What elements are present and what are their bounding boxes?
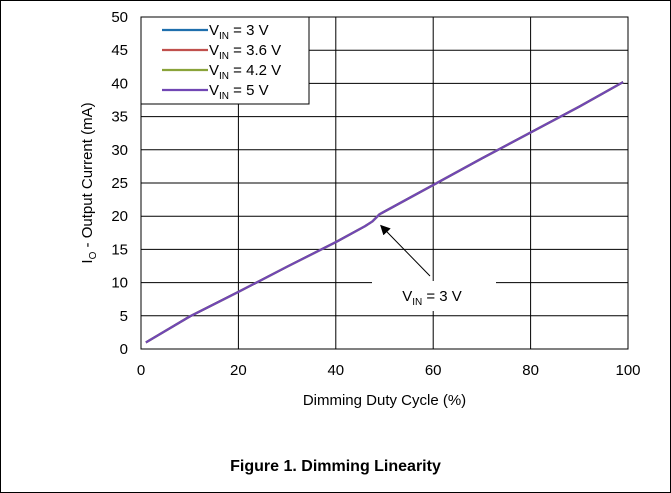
y-tick-label: 10 [111, 275, 128, 292]
y-tick-label: 15 [111, 241, 128, 258]
series-layer [145, 81, 624, 344]
y-tick-label: 50 [111, 9, 128, 26]
y-tick-label: 20 [111, 208, 128, 225]
y-ticks: 0 5 10 15 20 25 30 35 40 45 50 [111, 9, 128, 358]
legend-label-1: VIN = 3 V [209, 22, 269, 42]
chart: 0 5 10 15 20 25 30 35 40 45 50 0 20 40 60 80 100 Dimmin… [79, 9, 641, 409]
y-tick-label: 5 [120, 308, 128, 325]
x-tick-label: 20 [230, 362, 247, 379]
y-axis-title: IO - Output Current (mA) [79, 102, 99, 263]
annotation-background [372, 281, 496, 311]
x-tick-label: 0 [137, 362, 145, 379]
y-tick-label: 40 [111, 75, 128, 92]
y-tick-label: 30 [111, 142, 128, 159]
y-tick-label: 25 [111, 175, 128, 192]
annotation-label-main: V [402, 288, 412, 305]
legend-label-3: VIN = 4.2 V [209, 62, 281, 82]
y-axis-title-rest: - Output Current (mA) [79, 102, 96, 251]
x-tick-label: 80 [522, 362, 539, 379]
y-tick-label: 45 [111, 42, 128, 59]
x-tick-label: 100 [615, 362, 640, 379]
annotation-label-sub: IN [412, 297, 422, 308]
x-tick-label: 40 [327, 362, 344, 379]
legend-label-2: VIN = 3.6 V [209, 42, 281, 62]
plot-area [140, 16, 629, 350]
annotation-arrow [380, 224, 431, 277]
annotation: VIN = 3 V [372, 224, 496, 311]
y-axis-title-main: I [79, 259, 96, 263]
y-tick-label: 0 [120, 341, 128, 358]
x-axis-title: Dimming Duty Cycle (%) [303, 392, 466, 409]
annotation-label-rest: = 3 V [422, 288, 462, 305]
x-tick-label: 60 [425, 362, 442, 379]
x-ticks: 0 20 40 60 80 100 [137, 362, 641, 379]
figure-caption: Figure 1. Dimming Linearity [230, 458, 441, 475]
y-tick-label: 35 [111, 109, 128, 126]
y-axis-title-sub: O [88, 251, 99, 259]
legend-label-4: VIN = 5 V [209, 82, 269, 102]
annotation-label: VIN = 3 V [402, 288, 462, 308]
series-line-4 [145, 81, 624, 344]
